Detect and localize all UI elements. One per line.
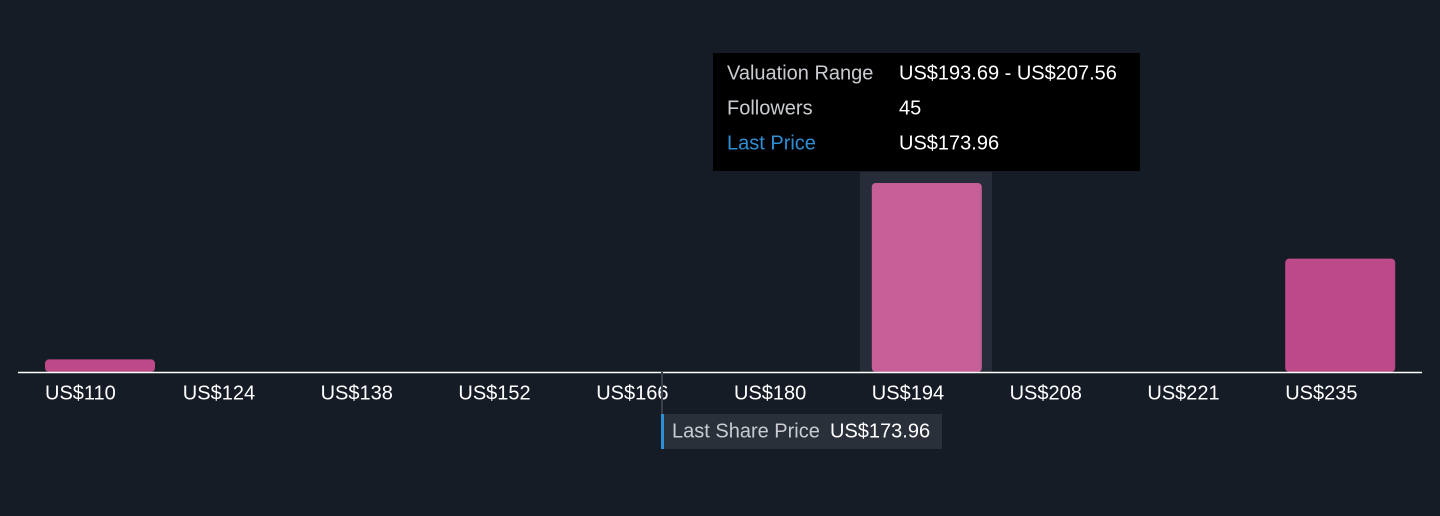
x-tick-label: US$235 (1285, 382, 1357, 404)
tooltip-label: Followers (727, 97, 813, 119)
tooltip-value: 45 (899, 97, 921, 119)
x-tick-label: US$152 (458, 382, 530, 404)
bars (45, 183, 1396, 372)
last-price-value: US$173.96 (830, 420, 930, 442)
x-tick-label: US$180 (734, 382, 806, 404)
last-price-box (661, 414, 942, 449)
bar (1285, 258, 1396, 372)
tooltip-label: Last Price (727, 132, 816, 154)
x-tick-label: US$124 (183, 382, 255, 404)
last-price-label: Last Share Price (672, 420, 820, 442)
tooltip-value: US$173.96 (899, 132, 999, 154)
tooltip-rows: Valuation Range US$193.69 - US$207.56 Foll… (727, 62, 1117, 154)
tooltip-label: Valuation Range (727, 62, 873, 84)
tooltip (713, 53, 1140, 171)
last-price-marker (661, 414, 664, 449)
bar (871, 183, 982, 372)
x-tick-label: US$194 (872, 382, 944, 404)
tooltip-value: US$193.69 - US$207.56 (899, 62, 1117, 84)
x-tick-label: US$221 (1147, 382, 1219, 404)
x-tick-label: US$166 (596, 382, 668, 404)
x-tick-label: US$110 (45, 382, 116, 404)
x-tick-label: US$208 (1010, 382, 1082, 404)
bar (45, 359, 155, 372)
x-tick-label: US$138 (321, 382, 393, 404)
x-axis: US$110 US$124 US$138 US$152 US$166 US$180 US$1… (45, 382, 1357, 404)
